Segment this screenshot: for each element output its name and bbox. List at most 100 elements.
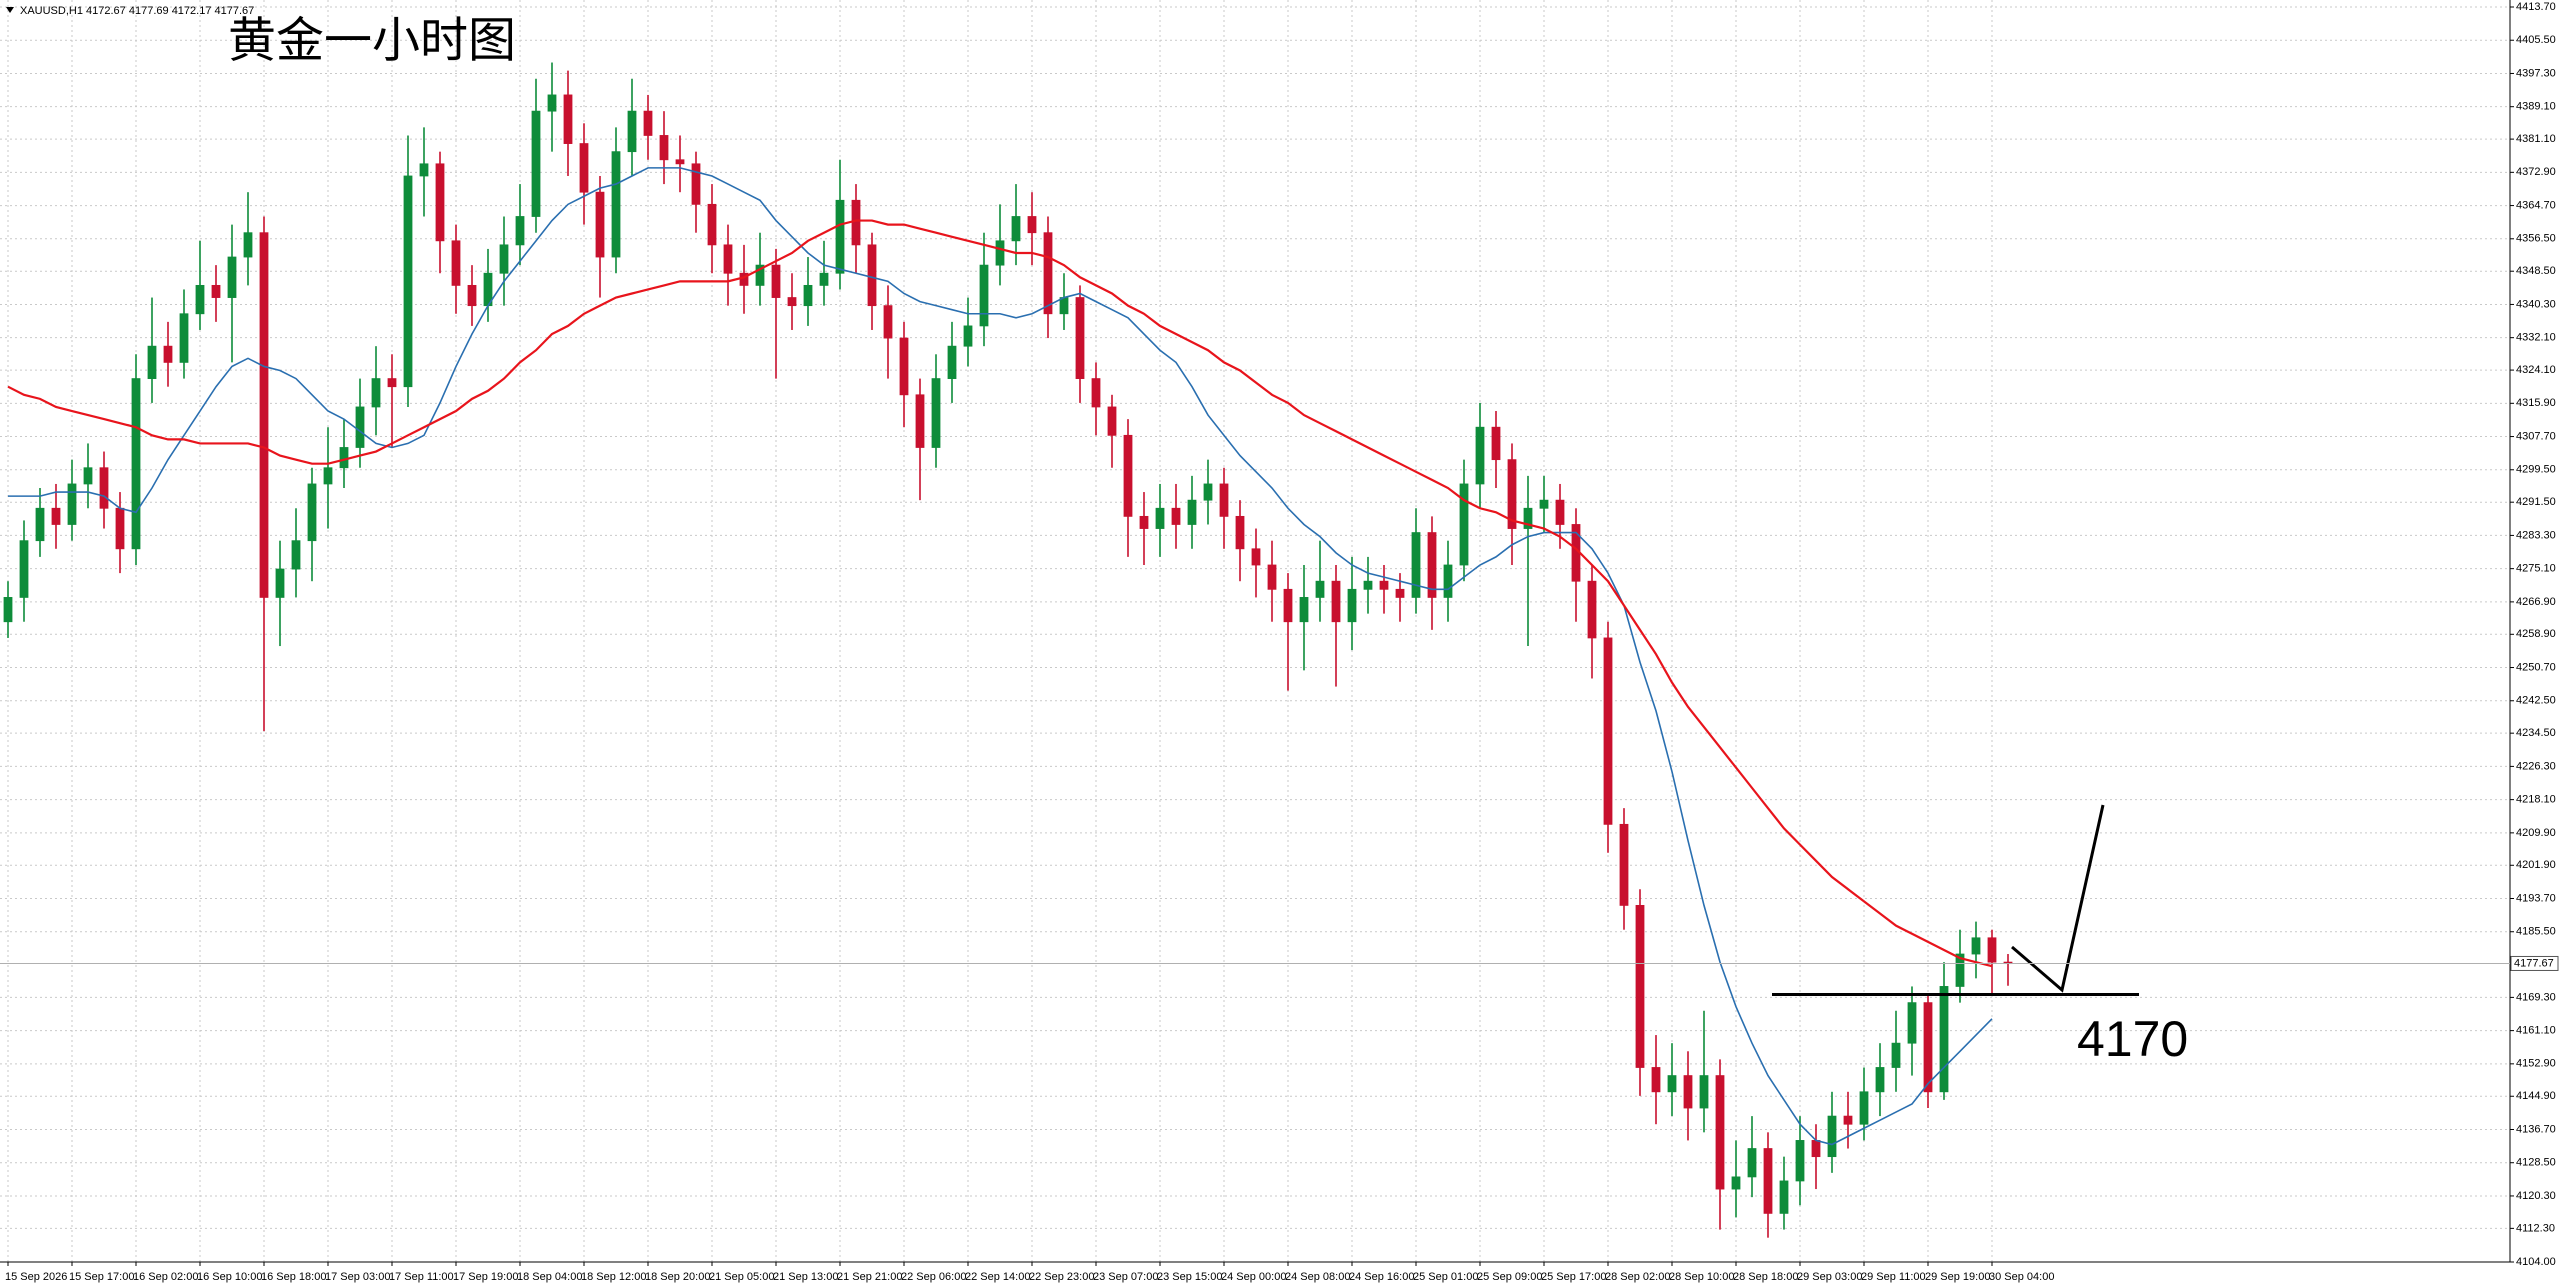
x-tick-label: 22 Sep 23:00 <box>1029 1271 1094 1283</box>
candle-body <box>147 345 157 379</box>
candle-body <box>1459 483 1469 566</box>
candle-body <box>1475 426 1485 485</box>
y-tick-label: 4372.90 <box>2516 166 2556 178</box>
x-tick-label: 24 Sep 00:00 <box>1221 1271 1286 1283</box>
y-tick-label: 4315.90 <box>2516 397 2556 409</box>
x-tick-label: 23 Sep 07:00 <box>1093 1271 1158 1283</box>
candle-body <box>115 507 125 550</box>
candle-body <box>1171 507 1181 525</box>
x-tick-label: 16 Sep 10:00 <box>197 1271 262 1283</box>
candle-body <box>1043 232 1053 315</box>
chart-title: 黄金一小时图 <box>228 15 516 68</box>
candle-body <box>803 284 813 307</box>
candle-body <box>179 313 189 363</box>
symbol: XAUUSD,H1 <box>20 5 83 17</box>
candle-body <box>1155 507 1165 529</box>
candle-body <box>435 163 445 242</box>
candle-body <box>403 175 413 388</box>
candle-body <box>1683 1075 1693 1109</box>
open: 4172.67 <box>86 5 126 17</box>
x-tick-label: 24 Sep 16:00 <box>1349 1271 1414 1283</box>
y-tick-label: 4307.70 <box>2516 430 2556 442</box>
y-tick-label: 4201.90 <box>2516 859 2556 871</box>
x-tick-label: 25 Sep 17:00 <box>1541 1271 1606 1283</box>
candle-body <box>1587 580 1597 639</box>
candle-body <box>1363 580 1373 590</box>
candle-body <box>899 337 909 396</box>
candle-body <box>1987 937 1997 963</box>
candle-body <box>1795 1140 1805 1182</box>
candle-body <box>243 232 253 258</box>
x-tick-label: 18 Sep 04:00 <box>517 1271 582 1283</box>
y-tick-label: 4152.90 <box>2516 1058 2556 1070</box>
candle-body <box>979 264 989 327</box>
candle-body <box>691 163 701 205</box>
candle-body <box>1539 499 1549 509</box>
candle-body <box>1219 483 1229 517</box>
candle-body <box>1315 580 1325 598</box>
y-tick-label: 4299.50 <box>2516 464 2556 476</box>
candle-body <box>1923 1002 1933 1093</box>
x-tick-label: 28 Sep 10:00 <box>1669 1271 1734 1283</box>
y-tick-label: 4356.50 <box>2516 233 2556 245</box>
candle-body <box>1347 588 1357 623</box>
high: 4177.69 <box>129 5 169 17</box>
y-tick-label: 4136.70 <box>2516 1123 2556 1135</box>
y-tick-label: 4340.30 <box>2516 298 2556 310</box>
x-tick-label: 29 Sep 19:00 <box>1925 1271 1990 1283</box>
candle-body <box>1267 564 1277 590</box>
candle-body <box>83 467 93 485</box>
candle-body <box>643 110 653 136</box>
close: 4177.67 <box>215 5 255 17</box>
candle-body <box>675 159 685 165</box>
candle-body <box>1699 1075 1709 1109</box>
candle-body <box>1107 406 1117 436</box>
candle-body <box>627 110 637 153</box>
candle-body <box>1955 953 1965 987</box>
candle-body <box>467 284 477 307</box>
candle-body <box>1011 216 1021 242</box>
candle-body <box>259 232 269 598</box>
candle-body <box>659 135 669 161</box>
candle-body <box>1715 1075 1725 1190</box>
symbol-icon <box>6 7 14 13</box>
candle-body <box>611 151 621 258</box>
y-tick-label: 4250.70 <box>2516 661 2556 673</box>
y-tick-label: 4397.30 <box>2516 67 2556 79</box>
x-tick-label: 23 Sep 15:00 <box>1157 1271 1222 1283</box>
x-tick-label: 29 Sep 11:00 <box>1861 1271 1926 1283</box>
x-tick-label: 17 Sep 03:00 <box>325 1271 390 1283</box>
x-tick-label: 28 Sep 18:00 <box>1733 1271 1798 1283</box>
candle-body <box>67 483 77 525</box>
candle-body <box>755 264 765 286</box>
candle-body <box>1651 1067 1661 1093</box>
x-tick-label: 15 Sep 2026 <box>5 1271 67 1283</box>
y-tick-label: 4405.50 <box>2516 34 2556 46</box>
marks <box>3 62 2013 1238</box>
y-tick-label: 4209.90 <box>2516 827 2556 839</box>
candle-body <box>1251 548 1261 566</box>
candle-body <box>1731 1176 1741 1190</box>
y-tick-label: 4332.10 <box>2516 332 2556 344</box>
candle-body <box>707 203 717 246</box>
candle-body <box>275 568 285 598</box>
x-tick-label: 21 Sep 21:00 <box>837 1271 902 1283</box>
x-tick-label: 22 Sep 14:00 <box>965 1271 1030 1283</box>
candle-body <box>1395 588 1405 598</box>
x-tick-label: 21 Sep 05:00 <box>709 1271 774 1283</box>
candle-body <box>1763 1148 1773 1214</box>
candle-body <box>1059 297 1069 315</box>
y-tick-label: 4324.10 <box>2516 364 2556 376</box>
candle-body <box>1747 1148 1757 1178</box>
candle-body <box>947 345 957 379</box>
candle-body <box>227 256 237 298</box>
candle-body <box>771 264 781 298</box>
candle-body <box>323 467 333 485</box>
y-tick-label: 4218.10 <box>2516 794 2556 806</box>
candle-body <box>1891 1042 1901 1068</box>
candle-body <box>1971 937 1981 955</box>
y-tick-label: 4266.90 <box>2516 596 2556 608</box>
candle-body <box>563 94 573 144</box>
